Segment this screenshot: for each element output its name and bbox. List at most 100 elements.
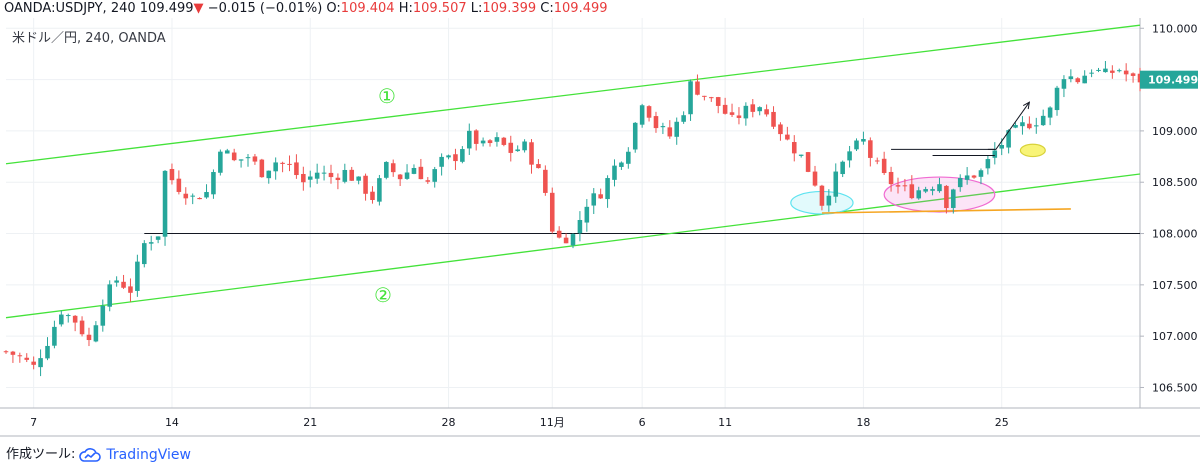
candle-body [840, 161, 845, 175]
candle-body [259, 159, 265, 178]
candle-body [31, 361, 36, 365]
candle-body [522, 141, 527, 151]
candle-body [895, 185, 901, 187]
candle-body [128, 286, 133, 293]
channel-top-label: ① [378, 84, 396, 108]
candle-body [287, 163, 292, 165]
candle-body [736, 115, 742, 118]
close-value: 109.499 [553, 1, 608, 16]
candle-body [923, 189, 928, 192]
x-tick-label-8: 25 [995, 416, 1009, 429]
candle-body [771, 111, 776, 127]
candle-body [549, 192, 555, 232]
candle-body [570, 234, 576, 246]
candle-body [1061, 79, 1067, 89]
candle-body [148, 242, 154, 244]
candle-body [563, 237, 569, 244]
candle-body [169, 168, 175, 181]
candle-body [874, 160, 880, 162]
candle-body [861, 139, 866, 142]
candle-body [224, 150, 230, 154]
candle-body [999, 144, 1004, 149]
candle-body [702, 95, 707, 97]
candle-body [59, 314, 64, 325]
candle-body [985, 159, 991, 169]
candle-body [681, 115, 686, 122]
candle-body [114, 280, 119, 283]
candle-body [598, 194, 603, 199]
candle-body [38, 358, 43, 368]
candle-body [639, 105, 645, 125]
candle-body [632, 122, 638, 150]
candle-body [183, 193, 189, 199]
candle-body [992, 150, 998, 158]
candle-body [107, 284, 113, 307]
open-label: O: [326, 1, 341, 16]
candle-body [370, 191, 375, 201]
candle-body [294, 162, 299, 176]
candle-body [529, 142, 534, 165]
candle-body [868, 140, 873, 158]
candle-body [135, 261, 140, 291]
candle-body [543, 169, 548, 193]
candle-body [487, 140, 493, 144]
candle-body [1033, 125, 1039, 127]
candle-body [204, 192, 209, 198]
candle-body [646, 106, 652, 118]
chart-subtitle: 米ドル／円, 240, OANDA [12, 31, 166, 46]
candle-body [79, 320, 85, 335]
candle-body [24, 357, 30, 360]
candle-body [536, 164, 541, 169]
candle-body [722, 104, 728, 114]
candle-body [798, 154, 804, 156]
candle-body [1116, 70, 1122, 72]
candle-body [273, 162, 278, 172]
tradingview-link[interactable]: TradingView [106, 447, 191, 463]
candle-body [916, 190, 922, 199]
y-tick-label-7: 106.500 [1152, 381, 1198, 394]
candle-body [446, 155, 451, 158]
candles [3, 60, 1143, 377]
candle-body [197, 198, 202, 200]
candle-body [729, 112, 735, 115]
candle-body [100, 305, 106, 326]
candle-body [162, 170, 168, 237]
candle-body [307, 176, 313, 180]
candle-body [3, 351, 9, 353]
candle-body [944, 185, 949, 209]
x-tick-label-4: 11月 [540, 416, 565, 429]
last-price-tag [1140, 70, 1198, 89]
x-tick-label-0: 7 [30, 416, 37, 429]
candle-body [439, 156, 444, 167]
candle-body [757, 107, 762, 112]
candle-body [211, 172, 216, 195]
candle-body [951, 189, 956, 208]
footer: 作成ツール: TradingView [6, 444, 191, 466]
candle-body [937, 184, 942, 192]
candle-body [1089, 72, 1094, 74]
candle-body [715, 97, 721, 106]
candle-body [176, 178, 182, 192]
candle-body [411, 167, 417, 174]
candle-body [314, 172, 320, 179]
candle-body [1082, 75, 1087, 84]
price-chart[interactable]: 110.000109.500109.000108.500108.000107.5… [0, 0, 1200, 440]
symbol-label[interactable]: OANDA:USDJPY, 240 [4, 1, 136, 16]
candle-body [805, 152, 811, 172]
candle-body [10, 351, 16, 355]
candle-body [577, 219, 583, 234]
candle-body [86, 334, 92, 341]
candle-body [695, 81, 700, 95]
candle-body [888, 171, 894, 185]
candle-body [1047, 107, 1053, 118]
candle-body [556, 230, 562, 238]
candle-body [301, 173, 306, 183]
candle-body [1103, 68, 1108, 73]
y-tick-label-2: 109.000 [1152, 125, 1198, 138]
candle-body [508, 142, 514, 153]
tradingview-cloud-icon [79, 448, 102, 462]
candle-body [1130, 73, 1136, 76]
candle-body [466, 130, 472, 149]
footer-label: 作成ツール: [6, 447, 76, 462]
arrow-line-0 [987, 101, 1030, 150]
